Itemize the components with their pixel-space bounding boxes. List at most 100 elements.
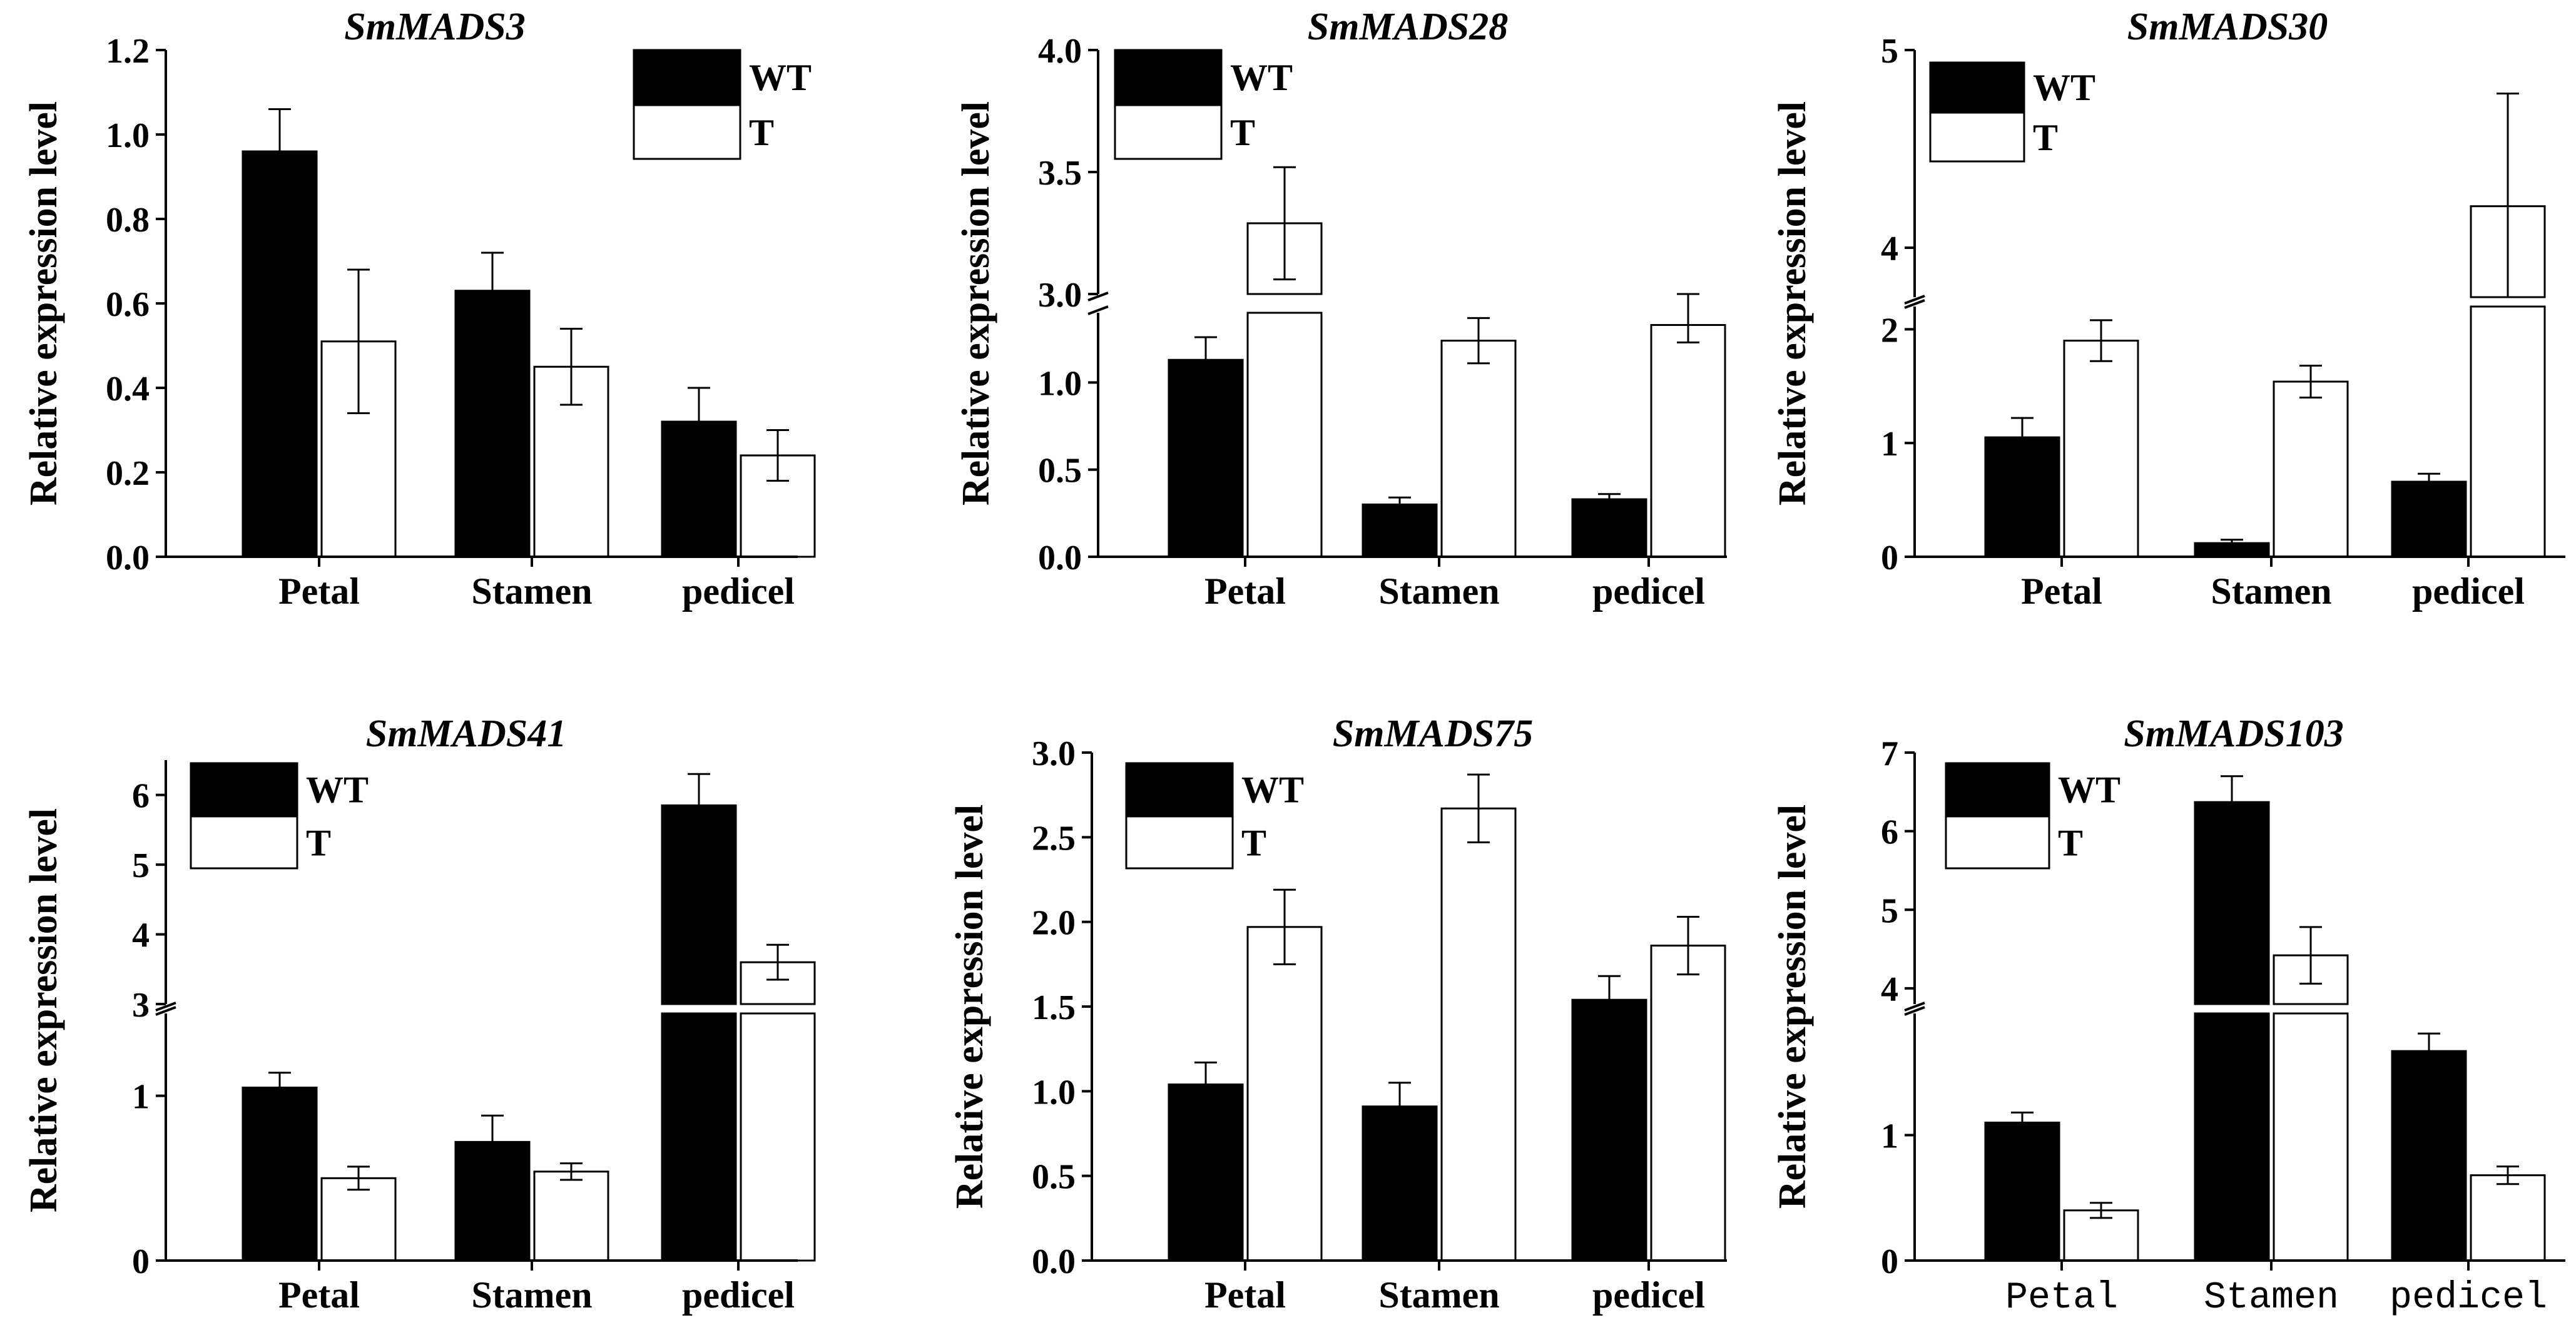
y-tick-label: 5 <box>132 846 150 885</box>
y-tick-label: 1 <box>1881 1117 1898 1155</box>
bar-t-petal <box>2063 340 2139 558</box>
legend-swatch-t <box>1125 815 1234 870</box>
y-tick-label: 0 <box>1881 1242 1898 1281</box>
legend-swatch-wt <box>1945 762 2050 816</box>
y-tick-label: 3.0 <box>1032 734 1076 773</box>
legend-label-wt: WT <box>1241 769 1304 811</box>
y-tick-label: 4 <box>1881 970 1898 1009</box>
y-tick-label: 6 <box>1881 813 1898 852</box>
legend-label-wt: WT <box>306 769 369 811</box>
axis-break-mark-lower <box>1904 1006 1925 1016</box>
y-tick-label: 0.6 <box>106 285 150 324</box>
axis-break-mark-lower <box>1904 299 1925 309</box>
x-tick-label-stamen: Stamen <box>471 1274 592 1316</box>
legend-label-t: T <box>749 112 774 153</box>
axis-break-mark-upper <box>1904 1002 1925 1012</box>
y-tick-label: 5 <box>1881 32 1898 71</box>
bar-wt-pedicel <box>1571 498 1647 558</box>
x-tick-label-stamen: Stamen <box>1378 571 1499 612</box>
bar-wt-pedicel-upper <box>661 804 737 1005</box>
y-axis-label: Relative expression level <box>1771 101 1814 505</box>
bar-t-stamen <box>2273 380 2349 558</box>
legend-label-wt: WT <box>749 57 812 98</box>
chart-panel-SmMADS28: SmMADS28 Relative expression level 0.0 0.5 1… <box>955 6 1727 612</box>
bar-t-pedicel <box>1650 324 1726 558</box>
axis-break-mark-upper <box>155 1002 176 1012</box>
y-tick-label: 6 <box>132 777 150 816</box>
x-tick-label-pedicel: pedicel <box>682 1274 795 1316</box>
x-tick-label-petal: Petal <box>1204 571 1286 612</box>
y-tick-label: 0 <box>132 1242 150 1281</box>
bar-t-pedicel-lower <box>2470 305 2546 558</box>
x-tick-label-stamen: Stamen <box>2204 1277 2339 1319</box>
chart-title: SmMADS30 <box>2127 6 2328 48</box>
bar-t-stamen-lower <box>2273 1012 2349 1262</box>
y-tick-label: 7 <box>1881 734 1898 773</box>
bar-t-pedicel <box>1650 945 1726 1262</box>
bar-t-petal <box>1246 926 1323 1262</box>
legend-label-t: T <box>1241 823 1266 864</box>
legend-label-t: T <box>1230 112 1255 153</box>
y-tick-label: 3 <box>132 986 150 1025</box>
legend-swatch-t <box>633 104 741 160</box>
y-tick-label: 1.5 <box>1032 988 1076 1027</box>
bar-wt-stamen <box>1362 503 1438 558</box>
legend-swatch-t <box>190 815 298 870</box>
bar-wt-stamen-upper <box>2194 801 2270 1005</box>
x-tick-label-stamen: Stamen <box>471 571 592 612</box>
chart-title: SmMADS3 <box>344 6 525 48</box>
bar-wt-stamen <box>454 290 531 558</box>
chart-title: SmMADS75 <box>1333 713 1533 755</box>
chart-panel-SmMADS30: SmMADS30 Relative expression level 0 1 2 4 5 Pe… <box>1771 6 2565 612</box>
legend-swatch-wt <box>190 762 298 816</box>
y-tick-label: 5 <box>1881 891 1898 930</box>
x-tick-label-stamen: Stamen <box>1378 1274 1499 1316</box>
legend-label-wt: WT <box>1230 57 1293 98</box>
y-tick-label: 0.0 <box>1038 539 1082 577</box>
y-tick-label: 1.0 <box>1032 1073 1076 1112</box>
y-tick-label: 2.5 <box>1032 819 1076 858</box>
bar-wt-pedicel <box>2391 1050 2467 1262</box>
axis-break-mark-upper <box>1904 295 1925 305</box>
y-tick-label: 0.0 <box>1032 1242 1076 1281</box>
chart-title: SmMADS41 <box>366 713 566 755</box>
y-tick-label: 3.0 <box>1038 276 1082 315</box>
legend-swatch-wt <box>1114 49 1223 105</box>
legend-label-t: T <box>2033 117 2058 158</box>
bar-wt-pedicel <box>1571 998 1647 1262</box>
chart-panel-SmMADS3: SmMADS3 Relative expression level 0.0 0.2 0.… <box>23 6 816 612</box>
y-tick-label: 2.0 <box>1032 904 1076 943</box>
x-tick-label-petal: Petal <box>1204 1274 1286 1316</box>
y-tick-label: 4.0 <box>1038 32 1082 71</box>
y-tick-label: 1.0 <box>1038 364 1082 403</box>
bar-t-pedicel <box>2470 1174 2546 1262</box>
y-tick-label: 0 <box>1881 539 1898 577</box>
x-tick-label-pedicel: pedicel <box>2412 571 2525 612</box>
x-tick-label-stamen: Stamen <box>2211 571 2331 612</box>
y-tick-label: 4 <box>132 916 150 955</box>
bar-wt-pedicel-lower <box>661 1012 737 1262</box>
y-tick-label: 0.0 <box>106 539 150 577</box>
chart-title: SmMADS28 <box>1308 6 1508 48</box>
x-tick-label-pedicel: pedicel <box>682 571 795 612</box>
x-tick-label-pedicel: pedicel <box>2390 1277 2547 1319</box>
legend-label-wt: WT <box>2058 769 2120 811</box>
legend-label-wt: WT <box>2033 67 2095 108</box>
y-axis-label: Relative expression level <box>23 101 65 505</box>
x-tick-label-petal: Petal <box>278 571 360 612</box>
y-tick-label: 1 <box>132 1078 150 1117</box>
bar-wt-petal <box>1984 1121 2060 1262</box>
y-axis-label: Relative expression level <box>955 101 997 505</box>
chart-panel-SmMADS75: SmMADS75 Relative expression level 0.0 0.5 1… <box>949 713 1727 1316</box>
x-tick-label-petal: Petal <box>278 1274 360 1316</box>
axis-break-mark-lower <box>155 1006 176 1016</box>
bar-t-stamen <box>1440 807 1517 1262</box>
x-tick-label-pedicel: pedicel <box>1592 1274 1705 1316</box>
bar-wt-stamen-lower <box>2194 1012 2270 1262</box>
bar-t-stamen <box>533 1170 609 1262</box>
bar-t-pedicel-lower <box>740 1012 816 1262</box>
y-tick-label: 0.8 <box>106 201 150 240</box>
y-tick-label: 4 <box>1881 230 1898 268</box>
bar-wt-stamen <box>1362 1105 1438 1262</box>
bar-t-petal-lower <box>1246 312 1323 558</box>
